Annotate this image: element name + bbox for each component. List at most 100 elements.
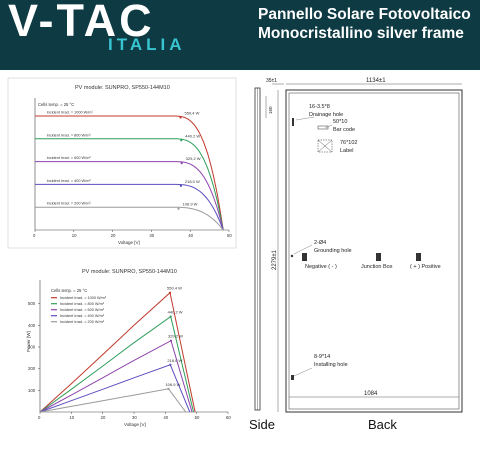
back-view-frame (285, 89, 463, 413)
pv-y-tick-label: 500 (28, 301, 36, 306)
pv-x-tick-label: 10 (69, 415, 74, 420)
iv-series-line (35, 206, 224, 231)
pv-legend-label: Incident Irrad. = 800 W/m² (60, 302, 105, 306)
positive-connector (416, 253, 421, 261)
iv-mpp-point (179, 116, 182, 119)
pv-x-tick-label: 40 (163, 415, 168, 420)
positive-label: ( + ) Positive (410, 264, 441, 270)
iv-plot-area: Incident Irrad. = 1000 W/m² 550.4 W Incide… (34, 98, 229, 231)
pv-chart-title: PV module: SUNPRO, SP550-144M10 (82, 269, 177, 275)
iv-x-tick-label: 40 (188, 233, 193, 238)
side-view-caption: Side (249, 417, 275, 432)
iv-x-tick-label: 20 (111, 233, 116, 238)
pv-mpp-point (169, 363, 172, 366)
drainage-hole-mark (292, 118, 294, 126)
pv-y-label: Power [W] (26, 331, 31, 352)
barcode-label: Bar code (333, 127, 355, 133)
pv-x-tick-label: 0 (38, 415, 41, 420)
iv-chart-note: Cells temp. = 25 °C (38, 102, 74, 107)
iv-x-tick-label: 50 (227, 233, 232, 238)
grounding-hole-mark (290, 254, 294, 258)
pv-x-ticks: 0 10 20 30 40 50 60 (38, 412, 231, 420)
installing-code: 8-9*14 (314, 354, 330, 360)
pv-legend-label: Incident Irrad. = 400 W/m² (60, 314, 105, 318)
iv-mpp-point (180, 139, 183, 142)
pv-plot-area: 550.4 W 440.2 W 329.2 W 218.0 W 106.9 W (39, 280, 228, 413)
installing-label: Installing hole (314, 362, 348, 368)
pv-mpp-label: 218.0 W (167, 358, 182, 363)
iv-x-tick-label: 0 (33, 233, 36, 238)
iv-series-line (35, 115, 224, 231)
dim-module-height: 2279±1 (272, 249, 278, 270)
back-view-inner (288, 92, 460, 410)
product-title-line2: Monocristallino silver frame (258, 25, 464, 42)
iv-series-label: Incident Irrad. = 800 W/m² (47, 133, 92, 137)
grounding-label: Grounding hole (314, 248, 352, 254)
negative-label: Negative ( - ) (305, 264, 337, 270)
label-label: Label (340, 148, 353, 154)
pv-chart-note: Cells temp. = 25 °C (51, 288, 87, 293)
junction-box (376, 253, 381, 261)
iv-x-ticks: 0 10 20 30 40 50 (33, 230, 232, 238)
pv-mpp-label: 106.9 W (165, 382, 180, 387)
pv-mpp-point (169, 339, 173, 342)
iv-mpp-label: 218.0 W (185, 179, 200, 184)
iv-x-tick-label: 10 (72, 233, 77, 238)
pv-mpp-point (169, 315, 172, 318)
pv-y-tick-label: 300 (28, 345, 36, 350)
iv-mpp-label: 550.4 W (185, 111, 200, 116)
dim-module-width: 1134±1 (366, 78, 386, 84)
pv-y-tick-label: 200 (28, 366, 36, 371)
barcode-size: 50*10 (333, 119, 347, 125)
grounding-code: 2-Ø4 (314, 240, 326, 246)
back-view-caption: Back (368, 417, 397, 432)
drainage-leader (295, 116, 315, 121)
barcode-box (317, 125, 329, 130)
iv-series-label: Incident Irrad. = 1000 W/m² (47, 111, 94, 115)
iv-mpp-point (180, 162, 183, 165)
iv-chart: PV module: SUNPRO, SP550-144M10 Cells te… (7, 77, 237, 249)
pv-legend-label: Incident Irrad. = 600 W/m² (60, 308, 105, 312)
dim-160: 160 (268, 106, 273, 114)
pv-mpp-label: 440.2 W (168, 310, 183, 315)
iv-series-label: Incident Irrad. = 200 W/m² (47, 202, 92, 206)
pv-mpp-point (168, 291, 172, 294)
product-title-line1: Pannello Solare Fotovoltaico (258, 6, 471, 23)
pv-legend-label: Incident Irrad. = 200 W/m² (60, 320, 105, 324)
iv-series-label: Incident Irrad. = 400 W/m² (47, 179, 92, 183)
iv-series-line (35, 138, 224, 231)
pv-y-tick-label: 100 (28, 388, 36, 393)
junction-box-label: Junction Box (361, 264, 393, 270)
pv-mpp-label: 550.4 W (167, 286, 182, 291)
installing-hole-mark (291, 375, 294, 380)
iv-x-label: Voltage [V] (118, 240, 140, 245)
drainage-label: Drainage hole (309, 112, 343, 118)
brand-logo: V-TAC (8, 0, 155, 46)
label-size: 76*102 (340, 140, 357, 146)
iv-series-label: Incident Irrad. = 600 W/m² (47, 156, 92, 160)
iv-mpp-point (177, 207, 180, 210)
negative-connector (302, 253, 307, 261)
dim-side-width: 35±1 (266, 78, 277, 84)
iv-x-tick-label: 30 (149, 233, 154, 238)
drawing-labels: 35±1 1134±1 2279±1 160 1084 16-3.5*8 Dra… (266, 78, 441, 397)
grounding-leader (293, 244, 313, 255)
label-box (317, 139, 333, 153)
label-box-cross-b (317, 139, 333, 153)
iv-mpp-label: 440.2 W (185, 133, 200, 138)
iv-chart-frame (7, 77, 237, 249)
pv-series-line (39, 291, 196, 413)
pv-x-tick-label: 30 (132, 415, 137, 420)
drainage-code: 16-3.5*8 (309, 104, 330, 110)
iv-series-line (35, 161, 224, 231)
module-drawing (254, 83, 463, 413)
pv-chart: PV module: SUNPRO, SP550-144M10 Cells te… (26, 269, 231, 427)
pv-x-label: Voltage [V] (124, 422, 146, 427)
pv-x-tick-label: 20 (101, 415, 106, 420)
brand-logo-subtitle: ITALIA (108, 35, 186, 54)
installing-leader (293, 367, 313, 377)
pv-x-tick-label: 60 (226, 415, 231, 420)
pv-mpp-label: 329.2 W (168, 334, 183, 339)
pv-series-line (39, 388, 187, 413)
